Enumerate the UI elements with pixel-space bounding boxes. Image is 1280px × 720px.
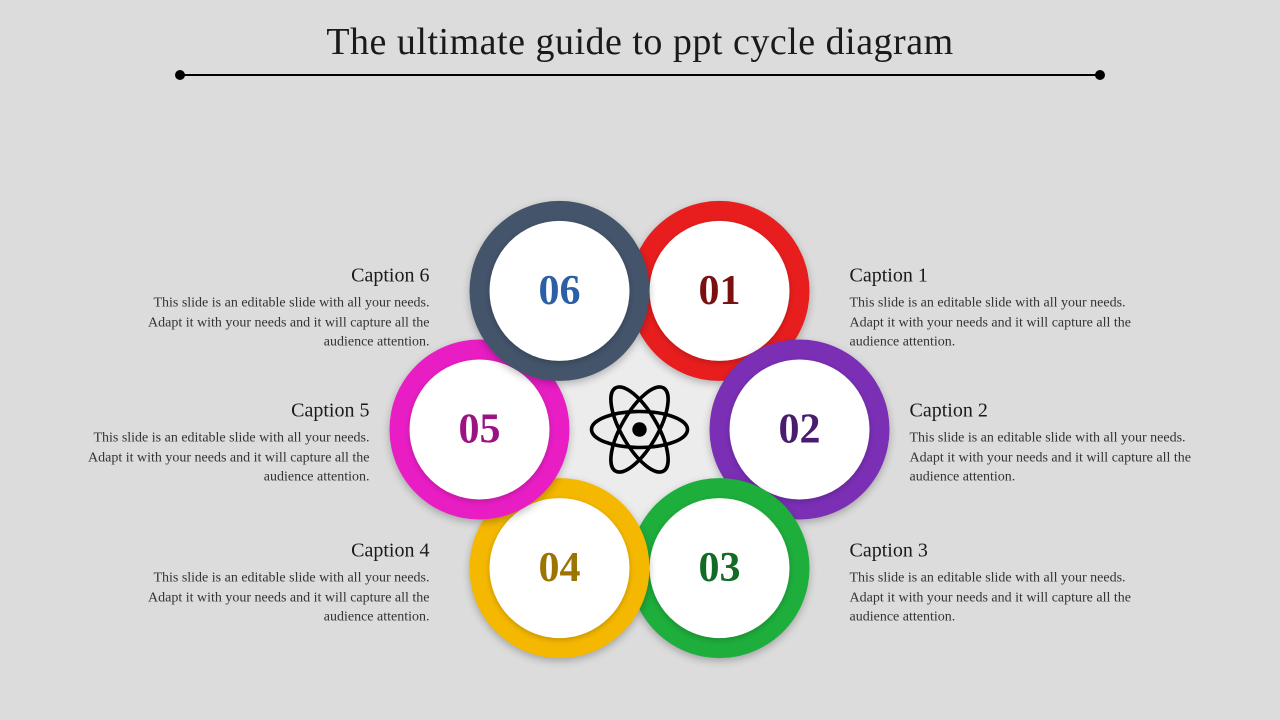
caption-title: Caption 4 <box>130 540 430 563</box>
caption-title: Caption 5 <box>70 400 370 423</box>
title-block: The ultimate guide to ppt cycle diagram <box>140 20 1140 76</box>
caption-block: Caption 6 This slide is an editable slide… <box>130 265 430 353</box>
node-number: 01 <box>650 221 790 361</box>
node-number: 04 <box>490 498 630 638</box>
caption-body: This slide is an editable slide with all… <box>850 569 1150 628</box>
caption-block: Caption 4 This slide is an editable slide… <box>130 540 430 628</box>
caption-block: Caption 3 This slide is an editable slide… <box>850 540 1150 628</box>
caption-title: Caption 1 <box>850 265 1150 288</box>
page-title: The ultimate guide to ppt cycle diagram <box>140 20 1140 64</box>
caption-block: Caption 1 This slide is an editable slide… <box>850 265 1150 353</box>
caption-body: This slide is an editable slide with all… <box>910 429 1210 488</box>
node-number: 05 <box>410 360 550 500</box>
title-underline <box>180 74 1100 76</box>
node-number: 02 <box>730 360 870 500</box>
node-number: 06 <box>490 221 630 361</box>
caption-title: Caption 6 <box>130 265 430 288</box>
node-number: 03 <box>650 498 790 638</box>
caption-body: This slide is an editable slide with all… <box>130 569 430 628</box>
cycle-node: 03 <box>630 478 810 658</box>
caption-block: Caption 5 This slide is an editable slide… <box>70 400 370 488</box>
caption-body: This slide is an editable slide with all… <box>850 294 1150 353</box>
cycle-node: 06 <box>470 201 650 381</box>
caption-body: This slide is an editable slide with all… <box>70 429 370 488</box>
caption-block: Caption 2 This slide is an editable slide… <box>910 400 1210 488</box>
cycle-diagram: 01Caption 1This slide is an editable sli… <box>640 430 641 431</box>
caption-title: Caption 2 <box>910 400 1210 423</box>
caption-title: Caption 3 <box>850 540 1150 563</box>
caption-body: This slide is an editable slide with all… <box>130 294 430 353</box>
atom-icon <box>580 370 700 490</box>
